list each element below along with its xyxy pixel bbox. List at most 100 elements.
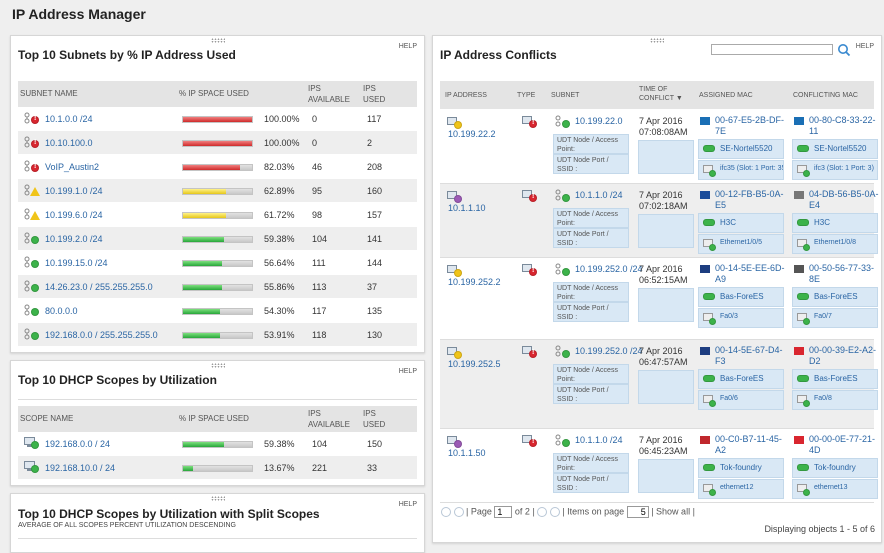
help-link[interactable]: HELP <box>855 43 874 50</box>
page-input[interactable] <box>494 506 513 518</box>
col-ips-used[interactable]: IPS USED <box>363 409 386 429</box>
assigned-node-link[interactable]: H3C <box>720 218 737 227</box>
conflict-port-link[interactable]: Fa0/7 <box>814 313 832 320</box>
col-ips-available[interactable]: IPS AVAILABLE <box>308 409 350 429</box>
conflict-row[interactable]: 10.1.1.50 10.1.1.0 /24 UDT Node / Access P… <box>440 429 878 503</box>
conflict-mac-link[interactable]: 00-50-56-77-33-8E <box>809 263 875 284</box>
assigned-mac-link[interactable]: 00-12-FB-B5-0A-E5 <box>715 189 784 210</box>
col-time-of-conflict[interactable]: TIME OF CONFLICT ▼ <box>639 86 683 102</box>
search-input[interactable] <box>711 44 833 55</box>
assigned-mac-link[interactable]: 00-C0-B7-11-45-A2 <box>715 434 782 455</box>
prev-page-button[interactable] <box>453 507 464 517</box>
conflict-row[interactable]: 10.199.252.2 10.199.252.0 /24 UDT Node / A… <box>440 258 878 340</box>
conflict-row[interactable]: 10.199.22.2 10.199.22.0 UDT Node / Access … <box>440 110 878 184</box>
last-page-button[interactable] <box>549 507 560 517</box>
conflict-row[interactable]: 10.199.252.5 10.199.252.0 /24 UDT Node / A… <box>440 340 878 429</box>
row-name-link[interactable]: 192.168.0.0 / 24 <box>45 439 111 449</box>
row-name-link[interactable]: 10.1.0.0 /24 <box>45 114 93 124</box>
conflict-subnet-link[interactable]: 10.1.1.0 /24 <box>575 190 623 200</box>
row-name-link[interactable]: 10.10.100.0 <box>45 138 93 148</box>
conflict-ip-link[interactable]: 10.1.1.50 <box>448 448 486 458</box>
table-row[interactable]: 10.10.100.0 100.00% 0 2 <box>18 131 417 155</box>
table-row[interactable]: 10.199.2.0 /24 59.38% 104 141 <box>18 227 417 251</box>
table-row[interactable]: 10.199.15.0 /24 56.64% 111 144 <box>18 251 417 275</box>
conflict-ip-link[interactable]: 10.199.252.5 <box>448 359 501 369</box>
conflict-port-link[interactable]: ifc3 (Slot: 1 Port: 3) <box>814 165 874 172</box>
conflict-node-link[interactable]: Tok-foundry <box>814 463 856 472</box>
col-conflicting-mac[interactable]: CONFLICTING MAC <box>793 92 858 99</box>
show-all-link[interactable]: Show all <box>656 506 691 517</box>
assigned-node-link[interactable]: Bas-ForeES <box>720 374 764 383</box>
conflict-node-link[interactable]: Bas-ForeES <box>814 292 858 301</box>
conflict-port-link[interactable]: ethernet13 <box>814 484 848 491</box>
help-link[interactable]: HELP <box>398 501 417 508</box>
table-row[interactable]: 10.1.0.0 /24 100.00% 0 117 <box>18 107 417 131</box>
assigned-node-link[interactable]: Bas-ForeES <box>720 292 764 301</box>
drag-handle[interactable] <box>210 38 225 43</box>
col-scope-name[interactable]: SCOPE NAME <box>20 414 74 423</box>
assigned-port-link[interactable]: Ethernet1/0/5 <box>720 239 763 246</box>
row-name-link[interactable]: 10.199.2.0 /24 <box>45 234 103 244</box>
row-name-link[interactable]: 80.0.0.0 <box>45 306 78 316</box>
row-name-link[interactable]: VoIP_Austin2 <box>45 162 100 172</box>
conflict-node-link[interactable]: SE-Nortel5520 <box>814 144 867 153</box>
drag-handle[interactable] <box>650 38 664 43</box>
conflict-ip-link[interactable]: 10.199.22.2 <box>448 129 496 139</box>
conflict-node-link[interactable]: H3C <box>814 218 831 227</box>
conflict-mac-link[interactable]: 00-00-39-E2-A2-D2 <box>809 345 877 366</box>
col-ip-address[interactable]: IP ADDRESS <box>445 92 487 99</box>
row-name-link[interactable]: 192.168.0.0 / 255.255.255.0 <box>45 330 158 340</box>
col-ip-space[interactable]: % IP SPACE USED <box>179 414 249 423</box>
table-row[interactable]: 192.168.10.0 / 24 13.67% 221 33 <box>18 456 417 480</box>
row-name-link[interactable]: 10.199.6.0 /24 <box>45 210 103 220</box>
conflict-ip-link[interactable]: 10.1.1.10 <box>448 203 486 213</box>
conflict-mac-link[interactable]: 00-80-C8-33-22-11 <box>809 115 876 136</box>
assigned-port-link[interactable]: ethernet12 <box>720 484 754 491</box>
first-page-button[interactable] <box>441 507 451 517</box>
items-per-page-input[interactable] <box>626 506 649 518</box>
drag-handle[interactable] <box>210 363 225 368</box>
next-page-button[interactable] <box>537 507 548 517</box>
assigned-port-link[interactable]: Fa0/3 <box>720 313 738 320</box>
table-row[interactable]: 80.0.0.0 54.30% 117 135 <box>18 299 417 323</box>
row-name-link[interactable]: 14.26.23.0 / 255.255.255.0 <box>45 282 153 292</box>
drag-handle[interactable] <box>210 496 225 501</box>
help-link[interactable]: HELP <box>398 368 417 375</box>
col-ip-space[interactable]: % IP SPACE USED <box>179 89 249 98</box>
col-subnet-name[interactable]: SUBNET NAME <box>20 89 78 98</box>
assigned-node-link[interactable]: Tok-foundry <box>720 463 762 472</box>
assigned-port-link[interactable]: Fa0/6 <box>720 395 738 402</box>
col-ips-available[interactable]: IPS AVAILABLE <box>308 84 350 104</box>
assigned-mac-link[interactable]: 00-14-5E-67-D4-F3 <box>715 345 783 366</box>
conflict-node-link[interactable]: Bas-ForeES <box>814 374 858 383</box>
row-name-link[interactable]: 10.199.15.0 /24 <box>45 258 108 268</box>
table-row[interactable]: 14.26.23.0 / 255.255.255.0 55.86% 113 37 <box>18 275 417 299</box>
row-name-link[interactable]: 192.168.10.0 / 24 <box>45 463 116 473</box>
conflict-port-link[interactable]: Ethernet1/0/8 <box>814 239 857 246</box>
row-name-link[interactable]: 10.199.1.0 /24 <box>45 186 103 196</box>
col-type[interactable]: TYPE <box>517 92 536 99</box>
table-row[interactable]: 10.199.1.0 /24 62.89% 95 160 <box>18 179 417 203</box>
col-ips-used[interactable]: IPS USED <box>363 84 386 104</box>
table-row[interactable]: 192.168.0.0 / 24 59.38% 104 150 <box>18 432 417 456</box>
assigned-mac-link[interactable]: 00-14-5E-EE-6D-A9 <box>715 263 785 284</box>
col-subnet[interactable]: SUBNET <box>551 92 580 99</box>
help-link[interactable]: HELP <box>398 43 417 50</box>
conflict-row[interactable]: 10.1.1.10 10.1.1.0 /24 UDT Node / Access P… <box>440 184 879 258</box>
assigned-mac-link[interactable]: 00-67-E5-2B-DF-7E <box>715 115 785 136</box>
table-row[interactable]: VoIP_Austin2 82.03% 46 208 <box>18 155 417 179</box>
search-icon[interactable] <box>837 43 851 57</box>
assigned-port-link[interactable]: ifc35 (Slot: 1 Port: 35) <box>720 165 784 172</box>
assigned-node-link[interactable]: SE-Nortel5520 <box>720 144 773 153</box>
conflict-subnet-link[interactable]: 10.199.22.0 <box>575 116 623 126</box>
conflict-port-link[interactable]: Fa0/8 <box>814 395 832 402</box>
conflict-subnet-link[interactable]: 10.199.252.0 /24 <box>575 346 643 356</box>
table-row[interactable]: 192.168.0.0 / 255.255.255.0 53.91% 118 130 <box>18 323 417 347</box>
col-assigned-mac[interactable]: ASSIGNED MAC <box>699 92 753 99</box>
conflict-subnet-link[interactable]: 10.199.252.0 /24 <box>575 264 643 274</box>
conflict-ip-link[interactable]: 10.199.252.2 <box>448 277 501 287</box>
table-row[interactable]: 10.199.6.0 /24 61.72% 98 157 <box>18 203 417 227</box>
conflict-mac-link[interactable]: 00-00-0E-77-21-4D <box>809 434 876 455</box>
conflict-mac-link[interactable]: 04-DB-56-B5-0A-E4 <box>809 189 879 210</box>
conflict-subnet-link[interactable]: 10.1.1.0 /24 <box>575 435 623 445</box>
